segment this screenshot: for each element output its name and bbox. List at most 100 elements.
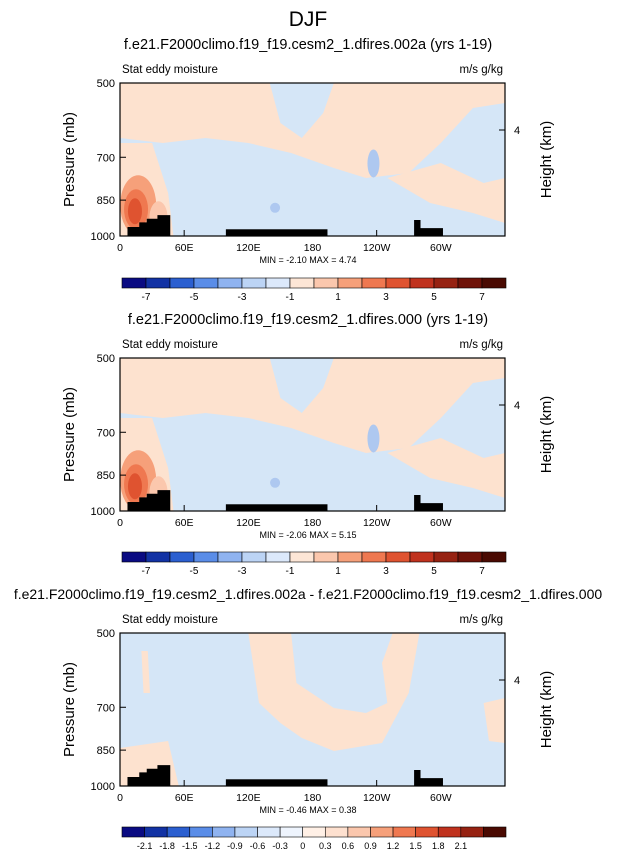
colorbar-swatch — [144, 826, 168, 838]
right-subtitle: m/s g/kg — [460, 339, 503, 351]
y-axis-label: Pressure (mb) — [61, 387, 78, 482]
x-tick-label: 60E — [175, 242, 194, 254]
colorbar-label: -0.9 — [227, 841, 243, 851]
colorbar-swatch — [265, 551, 291, 563]
colorbar-swatch — [169, 277, 195, 289]
warm-region-east — [387, 438, 505, 498]
colorbar-swatch — [361, 551, 387, 563]
colorbar-label: -5 — [190, 566, 199, 577]
warm-region — [141, 651, 150, 693]
colorbar-label: 5 — [431, 292, 437, 303]
colorbar-swatch — [361, 277, 387, 289]
colorbar-swatch — [289, 551, 315, 563]
x-tick-label: 120E — [236, 792, 261, 804]
colorbar-swatch — [409, 277, 435, 289]
colorbar-label: 0 — [300, 841, 305, 851]
min-max-stats: MIN = -2.06 MAX = 5.15 — [259, 530, 356, 540]
x-tick-label: 60W — [430, 242, 452, 254]
y-right-axis-label: Height (km) — [538, 671, 555, 749]
x-tick-label: 180 — [304, 517, 322, 529]
colorbar-swatch — [481, 277, 507, 289]
colorbar-swatch — [121, 826, 145, 838]
colorbar-swatch — [313, 551, 339, 563]
min-max-stats: MIN = -0.46 MAX = 0.38 — [259, 805, 356, 815]
cool-pocket — [367, 149, 380, 178]
y-tick-label: 850 — [97, 195, 115, 207]
colorbar-swatch — [385, 551, 411, 563]
colorbar-swatch — [370, 826, 394, 838]
colorbar-label: -2.1 — [137, 841, 153, 851]
x-tick-label: 0 — [117, 242, 123, 254]
colorbar-label: 1.5 — [409, 841, 422, 851]
y-tick-label: 1000 — [91, 781, 115, 793]
page-title: DJF — [289, 8, 328, 31]
colorbar-swatch — [189, 826, 213, 838]
chart-panel-3: f.e21.F2000climo.f19_f19.cesm2_1.dfires.… — [14, 586, 603, 851]
colorbar-label: -1.8 — [159, 841, 175, 851]
contour-level-5 — [127, 198, 142, 225]
colorbar-label: -7 — [142, 566, 151, 577]
warm-region-central — [248, 633, 420, 751]
x-tick-label: 120W — [363, 242, 391, 254]
colorbar-label: -0.6 — [250, 841, 266, 851]
x-tick-label: 60W — [430, 792, 452, 804]
x-tick-label: 60W — [430, 517, 452, 529]
colorbar-label: 5 — [431, 566, 437, 577]
x-tick-label: 0 — [117, 792, 123, 804]
x-tick-label: 60E — [175, 517, 194, 529]
y-right-tick-label: 4 — [514, 675, 520, 687]
colorbar-label: 3 — [383, 292, 389, 303]
colorbar-label: 7 — [479, 292, 485, 303]
y-right-tick-label: 4 — [514, 125, 520, 137]
warm-region — [120, 83, 505, 178]
colorbar-swatch — [166, 826, 191, 838]
land-mask-andes — [414, 219, 443, 236]
colorbar-swatch — [257, 826, 281, 838]
colorbar-swatch — [313, 277, 339, 289]
land-mask-africa — [127, 490, 171, 511]
colorbar-label: 1 — [335, 292, 341, 303]
colorbar-swatch — [409, 551, 435, 563]
y-axis-label: Pressure (mb) — [61, 112, 78, 207]
colorbar-swatch — [121, 277, 147, 289]
colorbar-swatch — [145, 551, 171, 563]
colorbar-label: -3 — [238, 566, 247, 577]
colorbar-label: -5 — [190, 292, 199, 303]
x-tick-label: 120W — [363, 792, 391, 804]
colorbar-swatch — [169, 551, 195, 563]
land-mask-andes — [414, 494, 443, 511]
x-tick-label: 120E — [236, 242, 261, 254]
colorbar-swatch — [241, 277, 267, 289]
colorbar-swatch — [433, 551, 459, 563]
y-right-tick-label: 4 — [514, 400, 520, 412]
chart-panel-1: f.e21.F2000climo.f19_f19.cesm2_1.dfires.… — [61, 37, 555, 303]
colorbar-swatch — [437, 826, 462, 838]
colorbar-label: -3 — [238, 292, 247, 303]
cool-pocket — [367, 424, 380, 453]
y-right-axis-label: Height (km) — [538, 121, 555, 199]
min-max-stats: MIN = -2.10 MAX = 4.74 — [259, 255, 356, 265]
colorbar-swatch — [145, 277, 171, 289]
colorbar-swatch — [337, 551, 363, 563]
panel-title: f.e21.F2000climo.f19_f19.cesm2_1.dfires.… — [124, 37, 492, 53]
colorbar-swatch — [483, 826, 507, 838]
colorbar-label: 0.9 — [364, 841, 377, 851]
colorbar-label: -1.2 — [205, 841, 221, 851]
x-tick-label: 120W — [363, 517, 391, 529]
x-tick-label: 180 — [304, 792, 322, 804]
left-subtitle: Stat eddy moisture — [122, 339, 218, 351]
colorbar-label: -1 — [286, 292, 295, 303]
y-right-axis-label: Height (km) — [538, 396, 555, 474]
colorbar-label: 1.8 — [432, 841, 445, 851]
y-tick-label: 1000 — [91, 506, 115, 518]
colorbar-swatch — [392, 826, 416, 838]
colorbar-label: 0.3 — [319, 841, 332, 851]
land-mask-pacific — [225, 504, 328, 511]
colorbar-swatch — [265, 277, 291, 289]
x-tick-label: 180 — [304, 242, 322, 254]
colorbar-label: 0.6 — [342, 841, 355, 851]
colorbar-label: 1 — [335, 566, 341, 577]
cool-pocket — [270, 202, 281, 213]
y-tick-label: 1000 — [91, 231, 115, 243]
panel-title: f.e21.F2000climo.f19_f19.cesm2_1.dfires.… — [128, 312, 488, 328]
